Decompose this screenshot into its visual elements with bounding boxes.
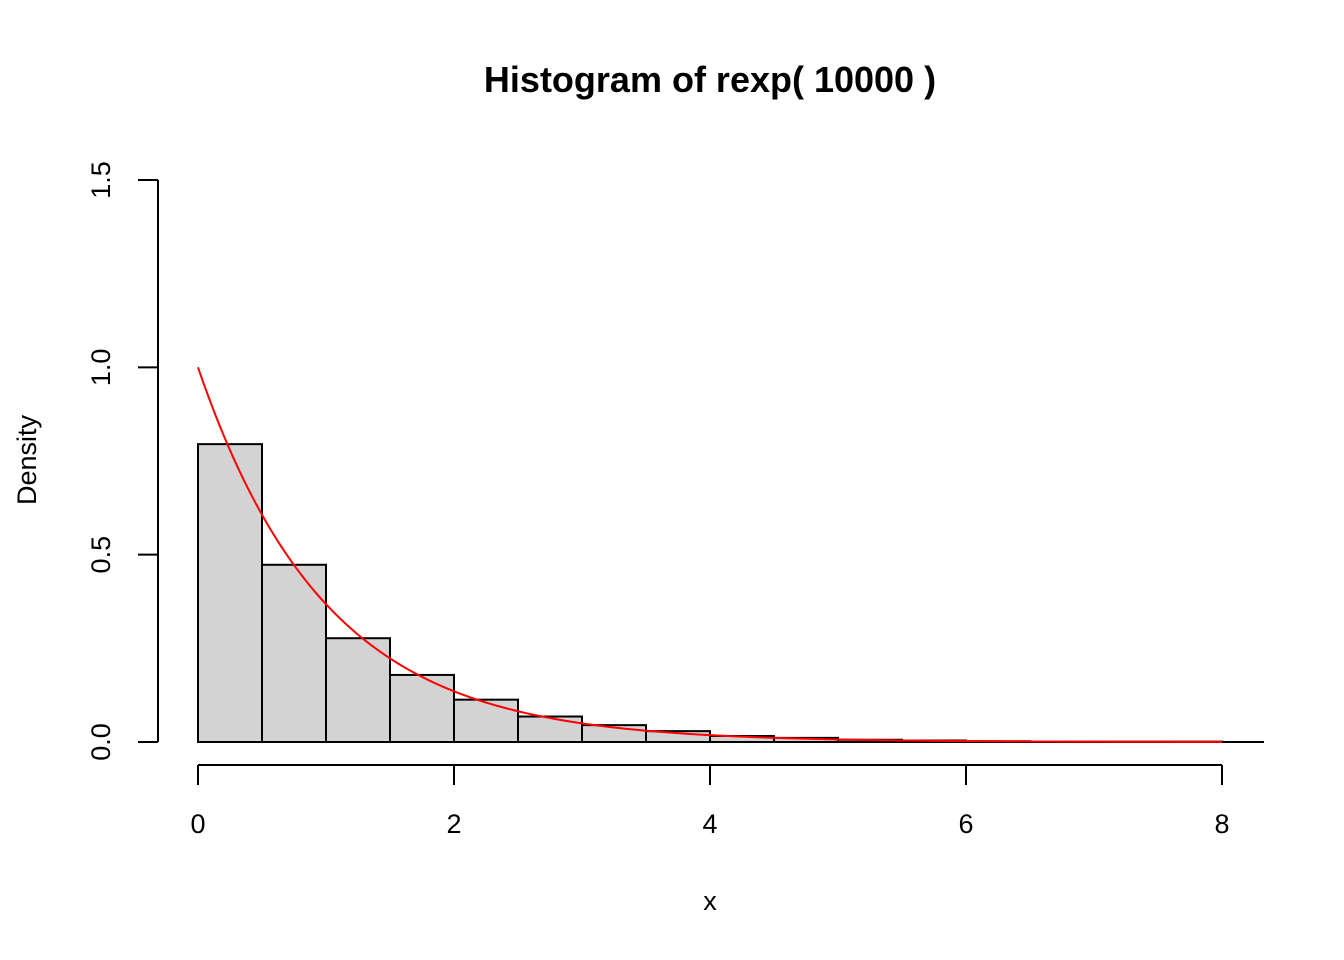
histogram-bars <box>197 443 1264 744</box>
x-tick-label-3: 6 <box>958 809 973 839</box>
density-curve-group <box>197 367 1222 743</box>
x-tick-label-0: 0 <box>190 809 205 839</box>
density-curve <box>197 367 1222 743</box>
y-tick-label-2: 1.0 <box>86 349 116 387</box>
y-tick-label-3: 1.5 <box>86 161 116 199</box>
histogram-bar-3 <box>389 673 455 744</box>
x-tick-label-1: 2 <box>446 809 461 839</box>
y-axis-label: Density <box>12 414 42 505</box>
y-axis: 0.0 0.5 1.0 1.5 <box>86 161 159 761</box>
histogram-bar-1 <box>261 563 327 743</box>
x-tick-label-2: 4 <box>702 809 717 839</box>
histogram-bar-4 <box>453 698 519 743</box>
histogram-bar-2 <box>325 637 391 744</box>
chart-title: Histogram of rexp( 10000 ) <box>484 59 936 100</box>
x-tick-label-4: 8 <box>1214 809 1229 839</box>
x-axis: 0 2 4 6 8 <box>190 764 1230 839</box>
y-tick-label-1: 0.5 <box>86 536 116 574</box>
y-tick-label-0: 0.0 <box>86 723 116 761</box>
x-axis-label: x <box>703 886 717 916</box>
histogram-bar-0 <box>197 443 263 743</box>
histogram-bar-5 <box>517 715 583 743</box>
